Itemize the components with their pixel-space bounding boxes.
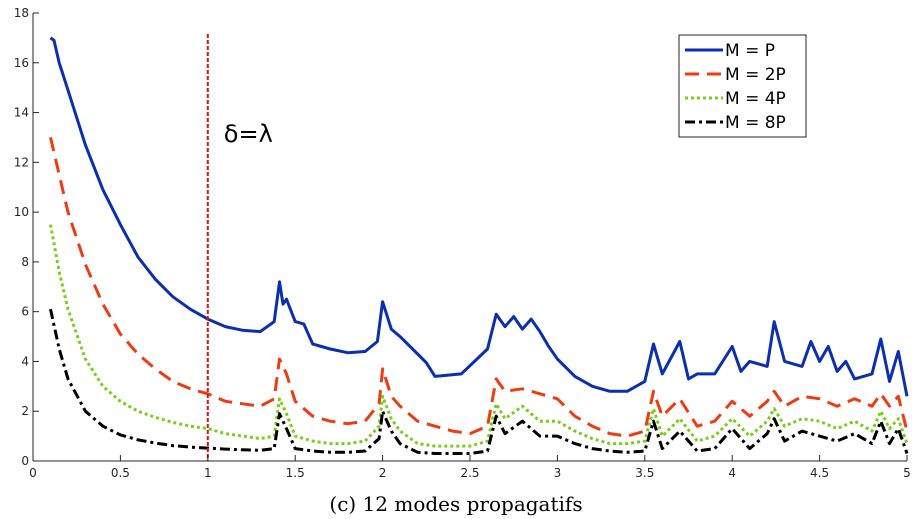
x-tick-label: 3.5	[635, 466, 654, 480]
annotations: δ=λ	[224, 120, 273, 148]
y-tick-label: 8	[21, 255, 29, 269]
series-line-4	[49, 308, 909, 455]
x-tick-label: 4.5	[810, 466, 829, 480]
legend-label-1: M = P	[725, 41, 775, 61]
x-tick-label: 2.5	[460, 466, 479, 480]
series-line-2	[49, 137, 909, 438]
y-tick-label: 16	[14, 56, 29, 70]
x-tick-label: 1.5	[286, 466, 305, 480]
y-tick-label: 2	[21, 404, 29, 418]
legend-label-2: M = 2P	[725, 65, 786, 85]
x-tick-label: 0.5	[111, 466, 130, 480]
y-tick-label: 12	[14, 155, 29, 169]
figure-caption: (c) 12 modes propagatifs	[329, 492, 583, 516]
chart: 0 0.5 1 1.5 2 2.5 3 3.5 4 4.5 5 0 2 4 6 8 10 12 14 16 18 δ=λ…	[14, 6, 911, 480]
series-layer	[49, 36, 909, 455]
y-tick-label: 14	[14, 106, 29, 120]
series-line-1	[49, 36, 909, 397]
x-tick-label: 1	[204, 466, 212, 480]
series-line-3	[49, 224, 909, 448]
x-tick-label: 0	[29, 466, 37, 480]
legend-label-4: M = 8P	[725, 113, 786, 133]
legend: M = P M = 2P M = 4P M = 8P	[678, 34, 807, 138]
x-tick-label: 2	[379, 466, 387, 480]
x-tick-label: 4	[728, 466, 736, 480]
x-tick-label: 3	[554, 466, 562, 480]
legend-box	[678, 34, 807, 138]
reference-line-label-1: δ=λ	[224, 120, 273, 148]
legend-label-3: M = 4P	[725, 89, 786, 109]
x-tick-label: 5	[903, 466, 911, 480]
y-tick-label: 18	[14, 6, 29, 20]
y-tick-label: 10	[14, 205, 29, 219]
y-tick-label: 4	[21, 354, 29, 368]
y-tick-label: 6	[21, 305, 29, 319]
y-tick-label: 0	[21, 454, 29, 468]
ticks: 0 0.5 1 1.5 2 2.5 3 3.5 4 4.5 5 0 2 4 6 8 10 12 14 16 18	[14, 6, 911, 480]
